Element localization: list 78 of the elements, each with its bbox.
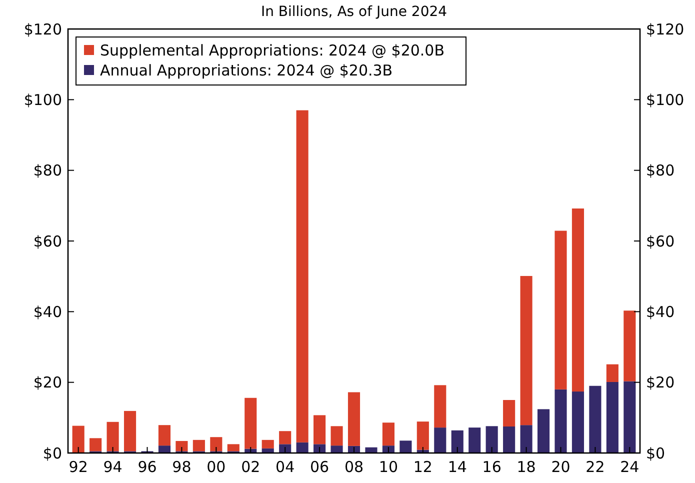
x-tick-label: 18 — [516, 458, 536, 476]
x-tick-label: 96 — [138, 458, 157, 476]
bar — [210, 437, 222, 452]
y-tick-label: $40 — [33, 302, 62, 321]
bar — [244, 398, 257, 449]
bar — [606, 364, 618, 382]
y-tick-label: $100 — [24, 90, 62, 109]
x-tick-label: 04 — [276, 458, 295, 476]
y2-tick-label: $100 — [646, 90, 684, 109]
x-tick-label: 10 — [378, 458, 398, 476]
bar — [158, 446, 171, 453]
bar — [90, 438, 102, 452]
bar — [486, 426, 498, 453]
x-tick-label: 02 — [241, 458, 260, 476]
bar — [416, 422, 429, 450]
bar — [468, 428, 481, 453]
bar — [106, 422, 119, 452]
y-tick-label: $80 — [33, 162, 62, 180]
x-tick-label: 14 — [448, 458, 467, 476]
chart-title: In Billions, As of June 2024 — [260, 4, 448, 20]
x-tick-label: 22 — [586, 458, 605, 476]
x-tick-label: 16 — [482, 458, 502, 476]
bar — [589, 386, 602, 453]
bar — [520, 276, 532, 426]
x-tick-label: 24 — [620, 458, 640, 476]
bar — [624, 381, 636, 453]
bar — [330, 426, 343, 446]
bar — [330, 446, 343, 453]
y2-tick-label: $0 — [646, 444, 666, 462]
bar — [434, 428, 446, 453]
x-tick-label: 12 — [413, 458, 432, 476]
bar — [382, 422, 394, 446]
y-tick-label: $20 — [33, 374, 62, 392]
bar — [227, 444, 240, 452]
bar — [451, 430, 464, 453]
x-tick-label: 98 — [172, 458, 192, 476]
y2-tick-label: $120 — [646, 20, 684, 38]
bar — [400, 440, 412, 453]
bar — [314, 444, 326, 453]
x-tick-label: 20 — [551, 458, 570, 476]
x-tick-label: 08 — [344, 458, 364, 476]
bar — [176, 440, 188, 452]
bar — [554, 389, 567, 453]
bar — [624, 310, 636, 382]
bar — [296, 110, 308, 442]
y2-tick-label: $40 — [646, 302, 675, 321]
bar — [520, 425, 532, 453]
bar — [314, 415, 326, 444]
bar — [279, 431, 292, 444]
y-tick-label: $120 — [24, 20, 62, 38]
bar — [296, 442, 308, 453]
bar — [124, 410, 136, 452]
bar — [365, 447, 378, 453]
bar — [434, 385, 446, 428]
bar — [503, 426, 516, 453]
bar — [262, 440, 274, 448]
bar — [279, 444, 292, 453]
bar — [158, 425, 171, 446]
bar — [606, 382, 618, 453]
bar — [348, 392, 360, 446]
legend-label: Supplemental Appropriations: 2024 @ $20.0B — [100, 41, 445, 60]
legend-label: Annual Appropriations: 2024 @ $20.3B — [100, 61, 393, 80]
x-tick-label: 06 — [310, 458, 330, 476]
y-tick-label: $0 — [42, 444, 62, 462]
bar — [572, 392, 584, 453]
y2-tick-label: $60 — [646, 232, 675, 250]
bar — [537, 409, 550, 453]
bar — [572, 208, 584, 392]
bar — [192, 440, 205, 452]
x-tick-label: 00 — [206, 458, 226, 476]
x-tick-label: 92 — [68, 458, 88, 476]
bar — [503, 400, 516, 426]
y2-tick-label: $20 — [646, 374, 675, 392]
x-tick-label: 94 — [103, 458, 122, 476]
y2-tick-label: $80 — [646, 162, 675, 180]
bar — [72, 426, 84, 453]
y-tick-label: $60 — [33, 232, 62, 250]
bar — [554, 230, 567, 390]
